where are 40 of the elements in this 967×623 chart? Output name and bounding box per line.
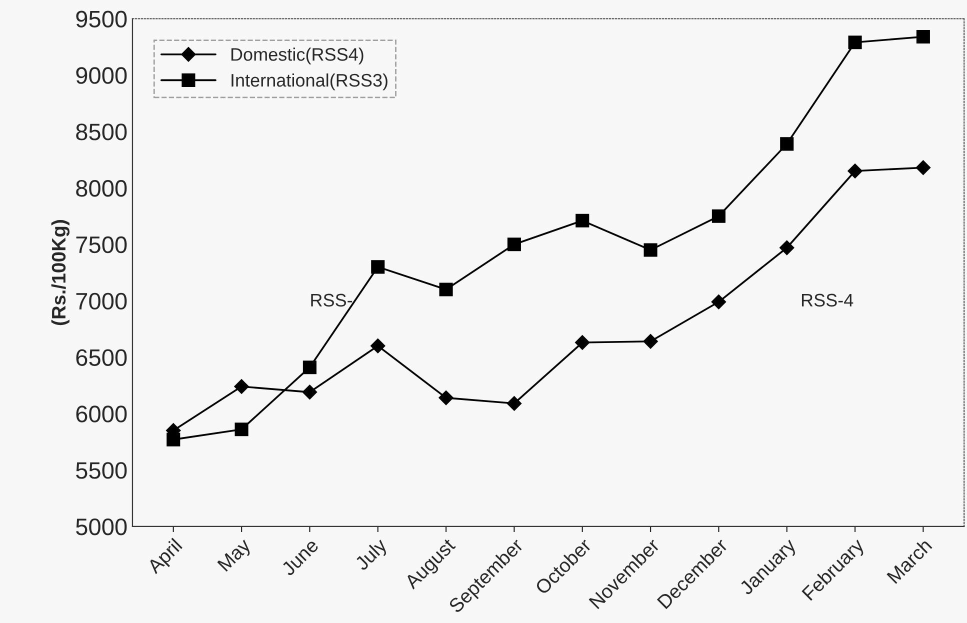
point — [576, 214, 590, 228]
y-tick-label: 7500 — [76, 236, 127, 254]
point — [779, 240, 794, 256]
y-tick-label: 6500 — [76, 349, 127, 366]
annotation: RSS- — [311, 294, 352, 307]
point — [439, 282, 453, 296]
point — [780, 137, 794, 151]
point — [370, 338, 386, 354]
point — [916, 30, 930, 44]
point — [848, 164, 862, 178]
point — [371, 260, 385, 274]
point — [234, 422, 248, 436]
legend-label: International(RSS3) — [232, 73, 388, 90]
point — [234, 379, 249, 394]
y-tick-label: 9500 — [76, 10, 127, 28]
y-tick-label: 8500 — [76, 124, 127, 140]
point — [166, 432, 180, 446]
legend-label: Domestic(RSS4) — [231, 48, 364, 64]
y-axis-title: (Rs./100Kg) — [51, 220, 70, 326]
point — [302, 384, 318, 400]
point — [711, 294, 726, 310]
y-tick-label: 5000 — [76, 518, 127, 536]
point — [506, 396, 522, 411]
point — [438, 390, 454, 406]
point — [916, 160, 931, 176]
y-tick-label: 8000 — [76, 180, 127, 197]
annotation: RSS-4 — [802, 294, 854, 307]
y-tick-label: 5500 — [76, 462, 127, 479]
point — [643, 334, 658, 349]
point — [302, 360, 316, 374]
y-tick-label: 9000 — [76, 67, 127, 84]
point — [712, 209, 726, 223]
point — [507, 238, 521, 252]
point — [644, 243, 658, 257]
x-tick-label: May — [217, 537, 254, 575]
point — [574, 335, 590, 350]
point — [848, 36, 862, 50]
y-tick-label: 6000 — [76, 406, 127, 422]
x-tick-label: July — [354, 536, 391, 574]
y-tick-label: 7000 — [76, 292, 127, 310]
